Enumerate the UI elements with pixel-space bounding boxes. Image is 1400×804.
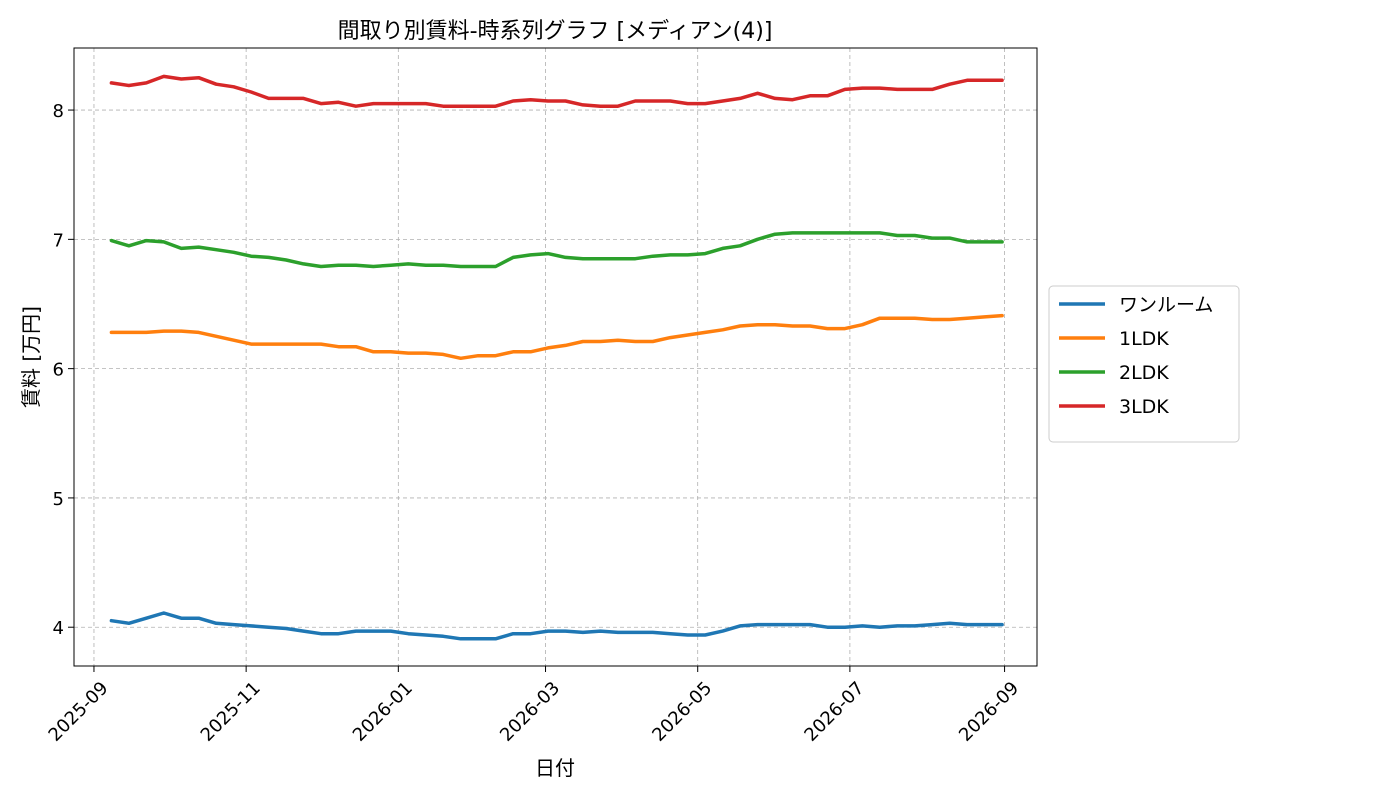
legend-label: ワンルーム	[1119, 294, 1213, 316]
series-line-1	[109, 313, 1004, 361]
y-tick-label: 5	[53, 489, 64, 510]
y-tick-label: 8	[53, 101, 64, 122]
x-tick-label: 2025-11	[197, 678, 265, 746]
legend-label: 2LDK	[1119, 362, 1169, 384]
x-tick-label: 2026-07	[800, 678, 868, 746]
chart-title: 間取り別賃料-時系列グラフ [メディアン(4)]	[338, 19, 773, 44]
y-axis-label: 賃料 [万円]	[19, 306, 43, 408]
x-axis-label: 日付	[535, 756, 575, 780]
y-tick-label: 4	[53, 618, 64, 639]
plot-frame	[73, 47, 1038, 667]
x-tick-label: 2026-03	[496, 678, 564, 746]
x-tick-label: 2026-05	[648, 678, 716, 746]
y-tick-label: 7	[53, 230, 64, 251]
legend: ワンルーム 1LDK 2LDK 3LDK	[1048, 285, 1240, 443]
x-tick-label: 2025-09	[45, 678, 113, 746]
series-line-3	[109, 74, 1004, 108]
legend-label: 1LDK	[1119, 328, 1169, 350]
series-line-0	[109, 611, 1004, 641]
legend-box	[1048, 285, 1240, 443]
y-tick-label: 6	[53, 360, 64, 381]
x-tick-label: 2026-01	[349, 678, 417, 746]
series-line-2	[109, 231, 1004, 269]
grid	[74, 48, 1037, 666]
axis-ticks: 2025-09 2025-11 2026-01 2026-03 2026-05 2026-…	[45, 101, 1024, 746]
x-tick-label: 2026-09	[955, 678, 1023, 746]
legend-label: 3LDK	[1119, 396, 1169, 418]
series-lines	[109, 74, 1004, 641]
